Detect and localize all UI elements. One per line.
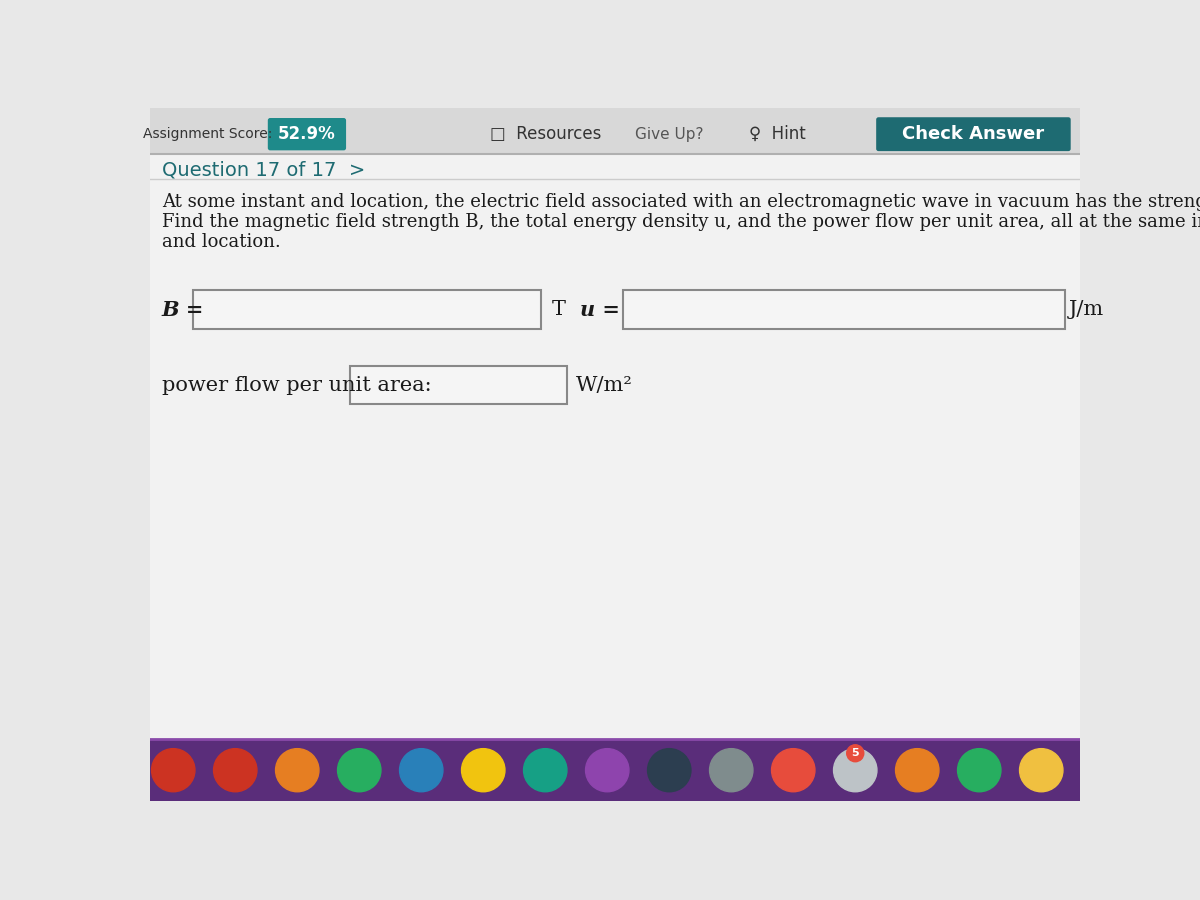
Bar [150,154,1080,740]
Text: Give Up?: Give Up? [635,127,703,141]
Text: J/m: J/m [1068,301,1104,320]
Text: □  Resources: □ Resources [490,125,601,143]
FancyBboxPatch shape [268,118,346,150]
Text: W/m²: W/m² [576,375,634,395]
Bar [350,366,566,404]
Circle shape [400,749,443,792]
Text: Question 17 of 17  >: Question 17 of 17 > [162,160,365,179]
Bar [150,108,1080,154]
Circle shape [772,749,815,792]
Circle shape [847,745,864,761]
FancyBboxPatch shape [876,117,1070,151]
Text: power flow per unit area:: power flow per unit area: [162,375,431,395]
Circle shape [1020,749,1063,792]
Circle shape [337,749,380,792]
Circle shape [648,749,691,792]
Text: and location.: and location. [162,233,281,251]
Circle shape [709,749,752,792]
Circle shape [586,749,629,792]
Circle shape [462,749,505,792]
Text: Check Answer: Check Answer [902,125,1044,143]
Text: Assignment Score:: Assignment Score: [144,127,272,141]
Bar [193,291,541,329]
Text: 5: 5 [852,748,859,759]
Text: Find the magnetic field strength B, the total energy density u, and the power fl: Find the magnetic field strength B, the … [162,213,1200,231]
Text: u =: u = [580,300,620,319]
Text: At some instant and location, the electric field associated with an electromagne: At some instant and location, the electr… [162,193,1200,211]
Circle shape [523,749,566,792]
Circle shape [151,749,194,792]
Text: ♀  Hint: ♀ Hint [749,125,806,143]
Circle shape [834,749,877,792]
Text: T: T [552,301,565,320]
Circle shape [276,749,319,792]
Circle shape [895,749,938,792]
Bar [623,291,1064,329]
Bar [150,740,1080,801]
Text: B =: B = [162,300,204,319]
Circle shape [958,749,1001,792]
Circle shape [214,749,257,792]
Text: 52.9%: 52.9% [277,125,336,143]
